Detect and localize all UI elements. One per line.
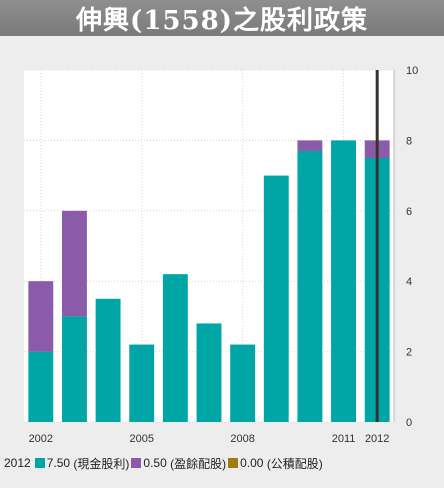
bar-2003-series1 [62,210,87,317]
x-tick-label: 2012 [365,433,389,445]
y-tick-label: 0 [406,417,412,429]
bar-2006-series0 [162,274,188,422]
bar-2008-series0 [230,344,256,422]
y-tick-label: 10 [406,65,418,77]
legend-swatch-reserve [228,458,239,468]
x-tick-label: 2002 [29,433,53,445]
legend-label-stock: (盈餘配股) [170,456,227,471]
chart-title: 伸興(1558)之股利政策 [76,5,368,36]
legend-value-stock: 0.50 [143,456,167,470]
y-tick-label: 6 [406,206,412,218]
legend-value-cash: 7.50 [46,456,71,470]
bar-2005-series0 [129,344,155,422]
legend: 2012 7.50 (現金股利) 0.50 (盈餘配股) 0.00 (公積配股) [4,455,325,471]
legend-year: 2012 [4,456,31,470]
bar-2002-series0 [28,351,54,422]
legend-item-cash: 7.50 (現金股利) [34,455,130,472]
bar-2003-series0 [62,316,87,422]
bar-2011-series0 [331,140,356,422]
legend-swatch-cash [34,458,45,468]
legend-value-reserve: 0.00 [240,456,264,470]
legend-swatch-stock [131,458,142,468]
legend-label-reserve: (公積配股) [266,456,323,471]
bar-chart: 0 2 4 6 8 10 2002 2005 2008 2011 2012 [24,65,418,445]
y-tick-label: 2 [406,347,412,359]
legend-item-reserve: 0.00 (公積配股) [228,455,323,472]
title-bar: 伸興(1558)之股利政策 [0,0,444,36]
bar-2002-series1 [28,281,54,352]
y-tick-label: 4 [406,276,412,288]
legend-label-cash: (現金股利) [73,456,130,471]
legend-item-stock: 0.50 (盈餘配股) [131,455,226,472]
bar-2009-series0 [263,175,289,422]
x-tick-label: 2011 [332,433,356,445]
x-tick-label: 2005 [129,433,153,445]
bar-2010-series1 [297,140,323,151]
y-tick-label: 8 [406,135,412,147]
chart-area: 0 2 4 6 8 10 2002 2005 2008 2011 2012 [0,36,444,483]
x-tick-label: 2008 [230,433,254,445]
bar-2004-series0 [95,298,121,422]
bar-2010-series0 [297,150,323,422]
bar-2007-series0 [196,323,222,422]
